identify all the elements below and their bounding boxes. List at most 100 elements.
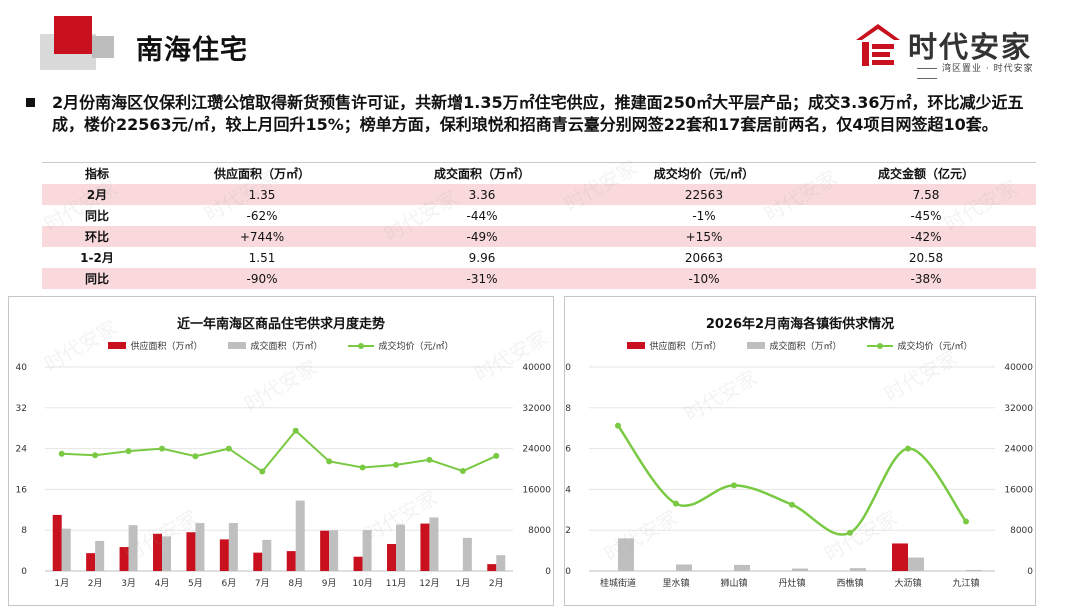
- y2-tick-label: 40000: [1004, 363, 1033, 373]
- bar-supply: [487, 564, 497, 571]
- table-row: 环比 +744% -49% +15% -42%: [42, 226, 1036, 247]
- chart-plot-area: 0 2 4 6 8 10 0 8000 16000 24000 32000 40000 桂城街道 里水镇 狮…: [565, 363, 1033, 589]
- bar-supply: [86, 553, 96, 571]
- table-cell: +744%: [239, 229, 285, 244]
- chart-plot-area: 0 8 16 24 32 40 0 8000 16000 24000 32000 40000 1月 2月 3…: [16, 363, 552, 589]
- price-point: [359, 464, 366, 471]
- brand-logo: 时代安家 湾区置业 · 时代安家: [852, 20, 1052, 76]
- price-point: [259, 468, 266, 475]
- bar-supply: [186, 532, 196, 571]
- x-tick-label: 1月: [455, 578, 470, 589]
- x-tick-label: 11月: [386, 578, 406, 589]
- legend-label: 供应面积（万㎡）: [649, 342, 722, 352]
- house-logo-icon: [856, 24, 900, 66]
- table-cell: 2月: [86, 188, 108, 202]
- y-tick-label: 24: [16, 445, 28, 455]
- x-tick-label: 西樵镇: [836, 577, 863, 589]
- bar-supply: [387, 543, 396, 571]
- legend-swatch: [348, 342, 375, 349]
- summary-paragraph: 2月份南海区仅保利江瓒公馆取得新货预售许可证，共新增1.35万㎡住宅供应，推建面…: [26, 92, 1052, 136]
- x-tick-label: 4月: [155, 578, 170, 589]
- x-tick-label: 九江镇: [952, 577, 979, 589]
- table-header: 供应面积（万㎡）: [152, 162, 372, 184]
- town-supply-demand-chart: 2026年2月南海各镇街供求情况 供应面积（万㎡） 成交面积（万㎡） 成交均价（…: [564, 296, 1036, 606]
- y-tick-label: 0: [21, 567, 27, 577]
- table-row: 1-2月 1.51 9.96 20663 20.58: [42, 247, 1036, 268]
- table-header: 成交金额（亿元）: [816, 162, 1036, 184]
- legend-swatch: [747, 342, 766, 349]
- y2-tick-label: 0: [545, 567, 551, 577]
- bar-deal: [850, 568, 866, 571]
- y2-tick-label: 32000: [1004, 404, 1033, 414]
- table-cell: 环比: [84, 230, 109, 244]
- bar-deal: [618, 538, 634, 571]
- y-tick-label: 6: [565, 445, 571, 455]
- bar-deal: [734, 564, 750, 571]
- bar-deal: [228, 523, 238, 571]
- table-header: 成交均价（元/㎡）: [592, 162, 816, 184]
- legend-item-supply: 供应面积（万㎡）: [627, 339, 721, 352]
- table-cell: 3.36: [468, 187, 496, 202]
- bar-deal: [496, 555, 506, 571]
- bar-deal: [676, 564, 692, 571]
- y2-tick-label: 0: [1027, 567, 1033, 577]
- x-tick-label: 大沥镇: [894, 577, 921, 589]
- bar-supply: [286, 551, 296, 571]
- price-point: [58, 450, 65, 457]
- chart-title: 2026年2月南海各镇街供求情况: [705, 317, 895, 332]
- table-header: 指标: [42, 162, 152, 184]
- bar-supply: [52, 514, 62, 571]
- table-cell: 20.58: [908, 250, 944, 265]
- x-tick-label: 6月: [221, 578, 236, 589]
- x-tick-label: 2月: [88, 578, 103, 589]
- price-point: [393, 461, 399, 468]
- bar-deal: [195, 523, 205, 571]
- price-point: [292, 427, 299, 434]
- price-point: [905, 445, 911, 452]
- bar-deal: [429, 517, 439, 571]
- x-tick-label: 丹灶镇: [778, 577, 805, 589]
- price-point: [326, 458, 333, 465]
- y2-tick-label: 8000: [1010, 526, 1033, 536]
- legend-item-deal: 成交面积（万㎡）: [747, 339, 841, 352]
- price-point: [192, 453, 199, 460]
- x-tick-label: 8月: [288, 578, 303, 589]
- y-tick-label: 8: [565, 404, 571, 414]
- table-cell: 1.35: [248, 187, 276, 202]
- table-row: 同比 -90% -31% -10% -38%: [42, 268, 1036, 289]
- price-point: [459, 468, 466, 475]
- table-cell: -42%: [910, 229, 942, 244]
- summary-text: 2月份南海区仅保利江瓒公馆取得新货预售许可证，共新增1.35万㎡住宅供应，推建面…: [52, 93, 1024, 134]
- table-cell: -45%: [910, 208, 942, 223]
- x-tick-label: 桂城街道: [600, 577, 636, 589]
- y2-tick-label: 32000: [522, 404, 551, 414]
- stats-table: 指标 供应面积（万㎡） 成交面积（万㎡） 成交均价（元/㎡） 成交金额（亿元） …: [42, 162, 1036, 289]
- y-tick-label: 0: [565, 567, 571, 577]
- x-tick-label: 狮山镇: [720, 577, 747, 589]
- table-cell: +15%: [685, 229, 723, 244]
- table-cell: 1.51: [248, 250, 276, 265]
- price-line: [616, 424, 967, 536]
- table-cell: -44%: [466, 208, 498, 223]
- price-point: [159, 445, 165, 452]
- table-cell: 7.58: [912, 187, 940, 202]
- y-tick-label: 4: [565, 485, 571, 495]
- x-tick-label: 2月: [489, 578, 504, 589]
- bar-supply: [420, 523, 430, 571]
- legend-label: 供应面积（万㎡）: [130, 342, 203, 352]
- bar-deal: [362, 530, 372, 571]
- bar-supply: [353, 556, 363, 571]
- price-point: [615, 422, 621, 429]
- table-cell: 22563: [684, 187, 724, 202]
- x-tick-label: 7月: [255, 578, 270, 589]
- legend-label: 成交面积（万㎡）: [769, 342, 842, 352]
- y2-tick-label: 16000: [1004, 485, 1033, 495]
- legend-item-price: 成交均价（元/㎡）: [867, 339, 973, 352]
- legend-label: 成交均价（元/㎡）: [897, 342, 973, 352]
- legend-label: 成交面积（万㎡）: [250, 342, 323, 352]
- table-header: 成交面积（万㎡）: [372, 162, 592, 184]
- bar-deal: [128, 525, 138, 571]
- legend-label: 成交均价（元/㎡）: [378, 342, 454, 352]
- price-point: [493, 452, 500, 459]
- table-row: 2月 1.35 3.36 22563 7.58: [42, 184, 1036, 205]
